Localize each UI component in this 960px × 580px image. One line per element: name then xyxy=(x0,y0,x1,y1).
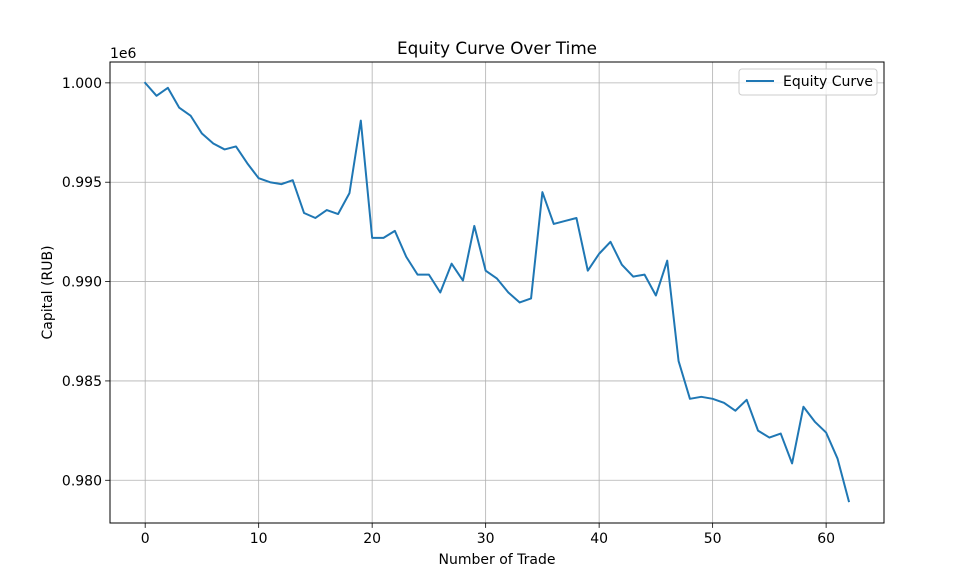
chart-title: Equity Curve Over Time xyxy=(397,38,597,58)
series-line-equity-curve xyxy=(143,81,851,503)
y-tick-label: 0.995 xyxy=(62,175,102,191)
ticks: 0 10 20 30 40 50 60 0.980 0.985 0.990 0.995 1.000 xyxy=(62,76,835,547)
x-tick-label: 30 xyxy=(477,531,495,547)
x-tick-label: 50 xyxy=(704,531,722,547)
y-tick-label: 0.985 xyxy=(62,374,102,390)
series-layer xyxy=(143,81,851,503)
plot-frame xyxy=(109,61,885,524)
y-offset-label: 1e6 xyxy=(110,46,137,62)
x-tick-label: 0 xyxy=(141,531,150,547)
legend-box xyxy=(738,68,878,96)
legend-label: Equity Curve xyxy=(783,74,873,90)
y-tick-label: 0.980 xyxy=(62,473,102,489)
y-tick-label: 0.990 xyxy=(62,275,102,291)
x-tick-label: 40 xyxy=(590,531,608,547)
grid xyxy=(110,62,884,523)
x-tick-label: 10 xyxy=(250,531,268,547)
x-tick-label: 60 xyxy=(817,531,835,547)
y-tick-label: 1.000 xyxy=(62,76,102,92)
y-axis-label: Capital (RUB) xyxy=(40,245,56,339)
legend: Equity Curve xyxy=(738,68,878,96)
x-axis-label: Number of Trade xyxy=(439,552,556,568)
x-tick-label: 20 xyxy=(363,531,381,547)
